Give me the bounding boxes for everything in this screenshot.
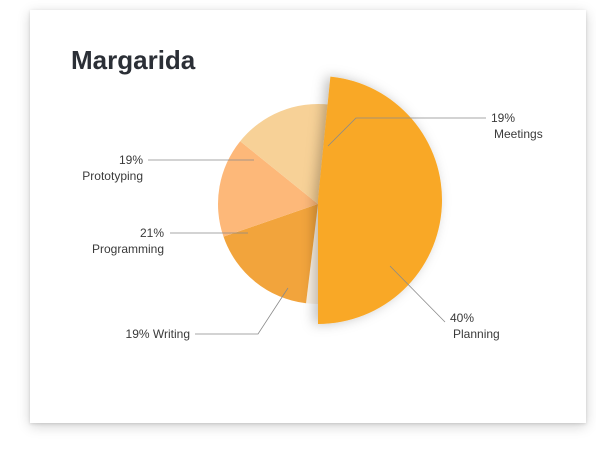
leader-line-meetings xyxy=(327,117,486,147)
slice-programming xyxy=(223,204,318,304)
data-label-line: 19% xyxy=(119,153,143,167)
data-label-line: Planning xyxy=(453,327,500,341)
slice-prototyping xyxy=(218,141,318,237)
data-label-line: 40% xyxy=(450,311,474,325)
slice-planning xyxy=(318,76,443,325)
data-label-line: 19% Writing xyxy=(126,327,190,341)
data-label-planning: 40% Planning xyxy=(450,311,500,341)
data-label-line: 19% xyxy=(491,111,515,125)
data-label-prototyping: 19% Prototyping xyxy=(82,153,143,183)
data-label-programming: 21% Programming xyxy=(92,226,164,256)
pie-chart: 40% Planning 19% Writing 21% Programming 19% P… xyxy=(82,76,543,341)
data-label-line: Meetings xyxy=(494,127,543,141)
chart-title: Margarida xyxy=(71,45,196,75)
data-label-meetings: 19% Meetings xyxy=(491,111,543,141)
data-label-line: Prototyping xyxy=(82,169,143,183)
chart-card: Margarida 40% Planning 19% Writing 21% Progr… xyxy=(30,10,586,423)
data-label-writing: 19% Writing xyxy=(126,327,190,341)
data-label-line: 21% xyxy=(140,226,164,240)
slice-meetings xyxy=(240,104,330,204)
data-label-line: Programming xyxy=(92,242,164,256)
leader-line-planning xyxy=(389,265,446,323)
leader-line-writing xyxy=(195,287,289,335)
